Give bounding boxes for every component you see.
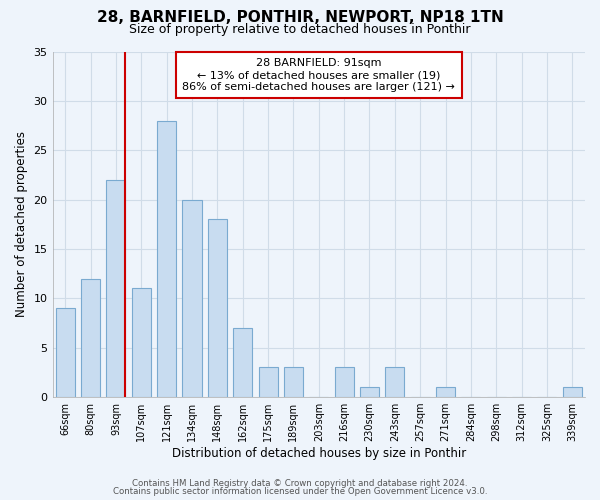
Bar [259,368,278,397]
Bar [56,308,75,397]
Bar [436,387,455,397]
X-axis label: Distribution of detached houses by size in Ponthir: Distribution of detached houses by size … [172,447,466,460]
Bar [208,220,227,397]
Text: 28 BARNFIELD: 91sqm
← 13% of detached houses are smaller (19)
86% of semi-detach: 28 BARNFIELD: 91sqm ← 13% of detached ho… [182,58,455,92]
Text: Contains public sector information licensed under the Open Government Licence v3: Contains public sector information licen… [113,487,487,496]
Bar [563,387,582,397]
Text: 28, BARNFIELD, PONTHIR, NEWPORT, NP18 1TN: 28, BARNFIELD, PONTHIR, NEWPORT, NP18 1T… [97,10,503,25]
Bar [360,387,379,397]
Bar [132,288,151,397]
Text: Size of property relative to detached houses in Ponthir: Size of property relative to detached ho… [129,22,471,36]
Bar [335,368,353,397]
Bar [385,368,404,397]
Bar [233,328,252,397]
Y-axis label: Number of detached properties: Number of detached properties [15,132,28,318]
Bar [284,368,303,397]
Bar [81,278,100,397]
Bar [157,120,176,397]
Bar [182,200,202,397]
Bar [106,180,125,397]
Text: Contains HM Land Registry data © Crown copyright and database right 2024.: Contains HM Land Registry data © Crown c… [132,478,468,488]
